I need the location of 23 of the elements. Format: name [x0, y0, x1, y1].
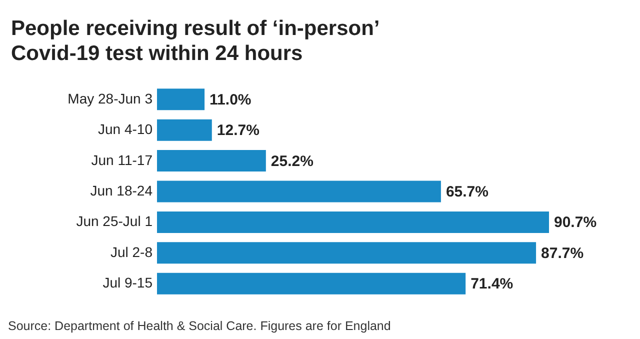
- data-label: 65.7%: [446, 184, 488, 200]
- y-tick-label: Jul 2-8: [110, 244, 153, 260]
- bar: [157, 211, 549, 233]
- bar: [157, 180, 441, 202]
- data-label: 87.7%: [541, 244, 584, 262]
- source-note: Source: Department of Health & Social Care. Figures are for England: [8, 319, 391, 333]
- bar: [157, 242, 536, 264]
- data-label: 11.0%: [210, 91, 252, 108]
- bar: [157, 88, 205, 110]
- data-label: 25.2%: [270, 152, 314, 170]
- y-tick-label: Jun 18-24: [90, 182, 153, 198]
- bar: [157, 272, 466, 294]
- data-label: 90.7%: [554, 214, 597, 232]
- y-tick-label: Jun 11-17: [91, 152, 153, 168]
- bar: [157, 119, 212, 141]
- data-label: 12.7%: [216, 122, 260, 140]
- bar: [157, 150, 266, 172]
- y-tick-label: Jun 4-10: [98, 121, 153, 138]
- data-label: 71.4%: [470, 276, 514, 293]
- chart-title: People receiving result of ‘in-person’ Covid-19 test within 24 hours: [11, 17, 380, 65]
- y-tick-label: May 28-Jun 3: [68, 90, 153, 106]
- y-tick-label: Jul 9-15: [102, 274, 153, 291]
- y-tick-label: Jun 25-Jul 1: [76, 213, 153, 230]
